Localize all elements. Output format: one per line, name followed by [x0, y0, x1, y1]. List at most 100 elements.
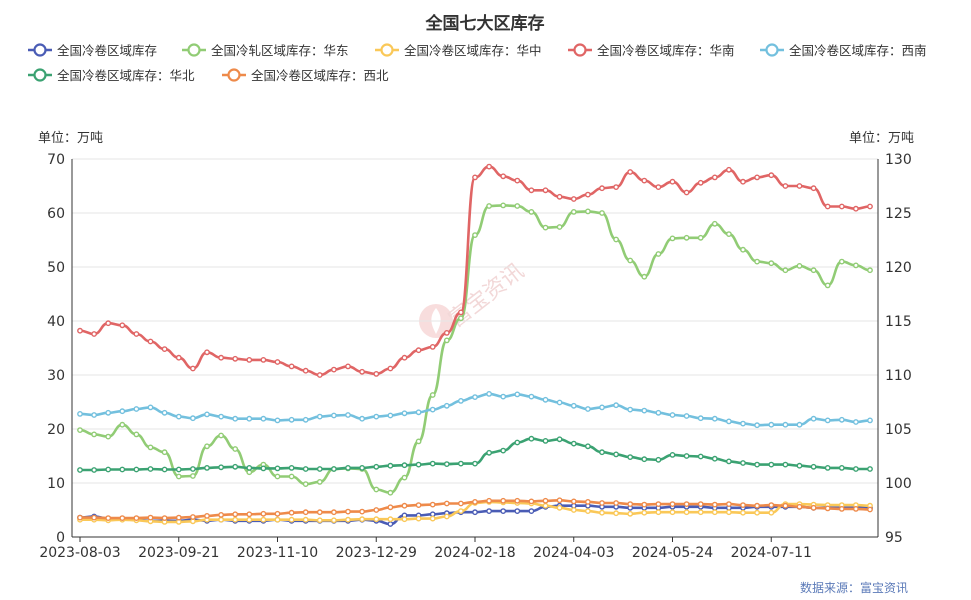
data-point: [147, 466, 154, 472]
data-point: [316, 413, 323, 420]
data-point: [401, 354, 408, 361]
data-point: [669, 235, 676, 242]
series-line: [79, 204, 871, 494]
data-point: [274, 510, 281, 517]
data-point: [500, 393, 507, 400]
y-left-tick-label: 10: [47, 476, 65, 492]
data-point: [359, 415, 365, 422]
axes: 0 95 10 100 20 105 30 110 40 115 50 120 60 125 70 130 20…: [39, 152, 911, 561]
chart-title: 全国七大区库存: [425, 13, 545, 34]
data-point: [697, 501, 704, 507]
data-point: [514, 177, 521, 184]
data-point: [246, 464, 253, 471]
data-point: [655, 456, 662, 463]
y-right-tick-label: 110: [885, 368, 912, 384]
data-point: [838, 505, 845, 512]
data-point: [810, 185, 817, 192]
data-point: [556, 193, 563, 200]
legend-item[interactable]: 全国冷卷区域库存：西北: [222, 68, 389, 83]
data-point: [796, 503, 803, 510]
data-point: [147, 338, 154, 345]
data-point: [457, 315, 464, 322]
y-right-tick-label: 105: [885, 422, 912, 438]
data-point: [627, 454, 634, 460]
data-point: [613, 500, 619, 506]
series-layer: [77, 163, 873, 527]
data-point: [119, 322, 126, 329]
data-point: [133, 331, 140, 337]
legend-item[interactable]: 全国冷卷区域库存：华北: [28, 68, 195, 83]
data-point: [726, 509, 732, 516]
legend-item[interactable]: 全国冷卷区域库存: [28, 43, 157, 58]
data-point: [472, 509, 478, 516]
watermark: 富宝资讯: [419, 259, 529, 338]
data-point: [401, 462, 408, 469]
data-point: [641, 501, 648, 508]
data-point: [232, 415, 239, 422]
x-tick-label: 2023-09-21: [138, 545, 219, 561]
data-point: [345, 363, 351, 370]
data-point: [175, 473, 182, 480]
y-right-tick-label: 125: [885, 206, 912, 222]
data-point: [627, 257, 634, 264]
legend-swatch-icon: [765, 43, 779, 57]
data-point: [175, 466, 182, 473]
data-point: [542, 396, 549, 403]
data-point: [810, 415, 817, 422]
y-left-tick-label: 40: [47, 314, 65, 330]
legend-item[interactable]: 全国冷卷区域库存：西南: [760, 43, 927, 58]
data-point: [288, 473, 295, 480]
data-point: [387, 462, 394, 469]
y-right-tick-label: 95: [885, 530, 903, 546]
data-point: [613, 451, 619, 458]
data-point: [528, 187, 535, 194]
data-point: [542, 437, 549, 444]
data-point: [697, 234, 704, 241]
data-point: [711, 455, 718, 462]
data-point: [218, 512, 225, 518]
data-point: [627, 510, 634, 517]
data-point: [740, 509, 746, 516]
data-point: [204, 443, 210, 450]
data-point: [175, 354, 182, 361]
data-point: [189, 415, 196, 422]
data-point: [683, 509, 690, 516]
data-point: [683, 234, 690, 241]
data-point: [556, 504, 563, 511]
data-point: [472, 498, 478, 505]
data-point: [697, 509, 704, 516]
data-point: [77, 514, 83, 521]
data-point: [119, 515, 126, 521]
data-point: [740, 178, 746, 185]
data-point: [457, 508, 464, 514]
data-point: [655, 251, 662, 257]
data-point: [599, 500, 605, 506]
data-point: [824, 505, 831, 512]
data-point: [697, 453, 704, 460]
legend[interactable]: 全国冷卷区域库存 全国冷轧区域库存：华东 全国冷卷区域库存：华中 全国冷卷区域库存：华…: [28, 43, 927, 83]
data-point: [387, 412, 394, 419]
x-tick-label: 2024-04-03: [533, 545, 614, 561]
data-point: [387, 489, 394, 496]
legend-item[interactable]: 全国冷卷区域库存：华南: [568, 43, 735, 58]
data-point: [457, 397, 464, 404]
legend-label: 全国冷卷区域库存: [57, 43, 157, 58]
data-point: [585, 406, 591, 412]
data-point: [726, 501, 732, 507]
data-point: [867, 466, 873, 472]
data-point: [302, 416, 309, 423]
data-point: [570, 440, 577, 447]
grid: [72, 158, 878, 538]
legend-swatch-icon: [573, 43, 587, 57]
legend-item[interactable]: 全国冷卷区域库存：华中: [375, 43, 542, 58]
data-point: [443, 461, 450, 467]
data-point: [161, 515, 168, 521]
legend-item[interactable]: 全国冷轧区域库存：华东: [182, 43, 349, 58]
data-point: [204, 411, 210, 418]
data-point: [401, 410, 408, 417]
data-point: [91, 412, 98, 418]
data-point: [486, 203, 492, 209]
data-point: [599, 210, 605, 216]
data-point: [105, 433, 112, 440]
